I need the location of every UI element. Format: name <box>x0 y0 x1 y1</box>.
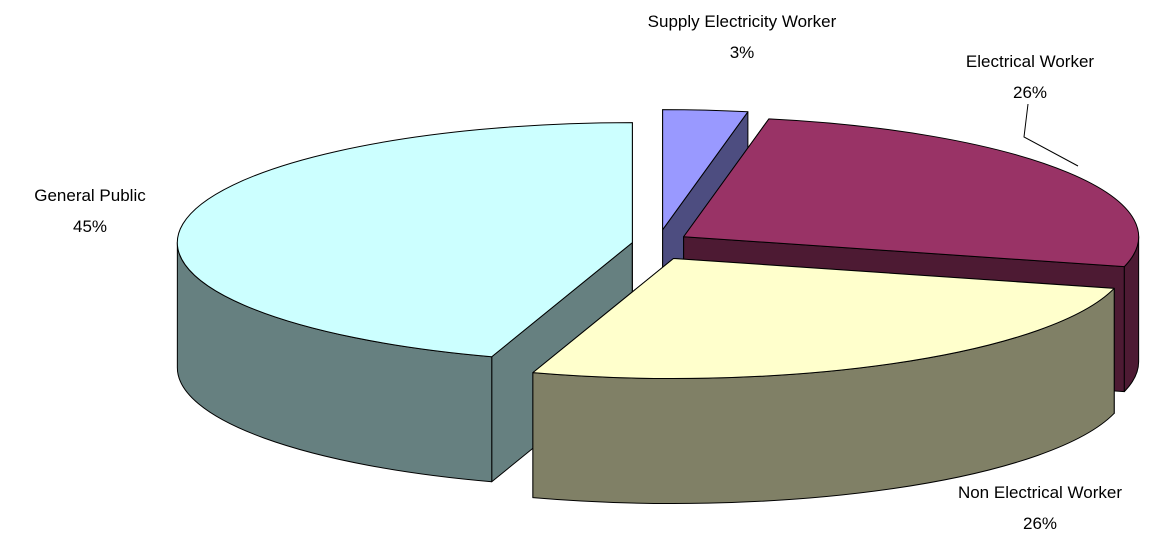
data-label: Electrical Worker 26% <box>900 46 1160 108</box>
slice-top <box>176 122 633 358</box>
slice-top <box>683 118 1140 268</box>
data-label: General Public 45% <box>0 180 190 242</box>
value-label: 26% <box>1022 514 1058 533</box>
category-label: Supply Electricity Worker <box>647 12 837 31</box>
category-label: Electrical Worker <box>965 52 1095 71</box>
category-label: General Public <box>34 186 146 205</box>
data-label: Supply Electricity Worker 3% <box>647 6 837 68</box>
value-label: 45% <box>72 217 108 236</box>
value-label: 3% <box>729 43 755 62</box>
leader-line <box>1023 103 1079 167</box>
slice-top <box>662 109 749 231</box>
value-label: 26% <box>1012 83 1048 102</box>
category-label: Non Electrical Worker <box>957 483 1123 502</box>
data-label: Non Electrical Worker 26% <box>910 477 1170 536</box>
slice-top <box>532 257 1115 379</box>
